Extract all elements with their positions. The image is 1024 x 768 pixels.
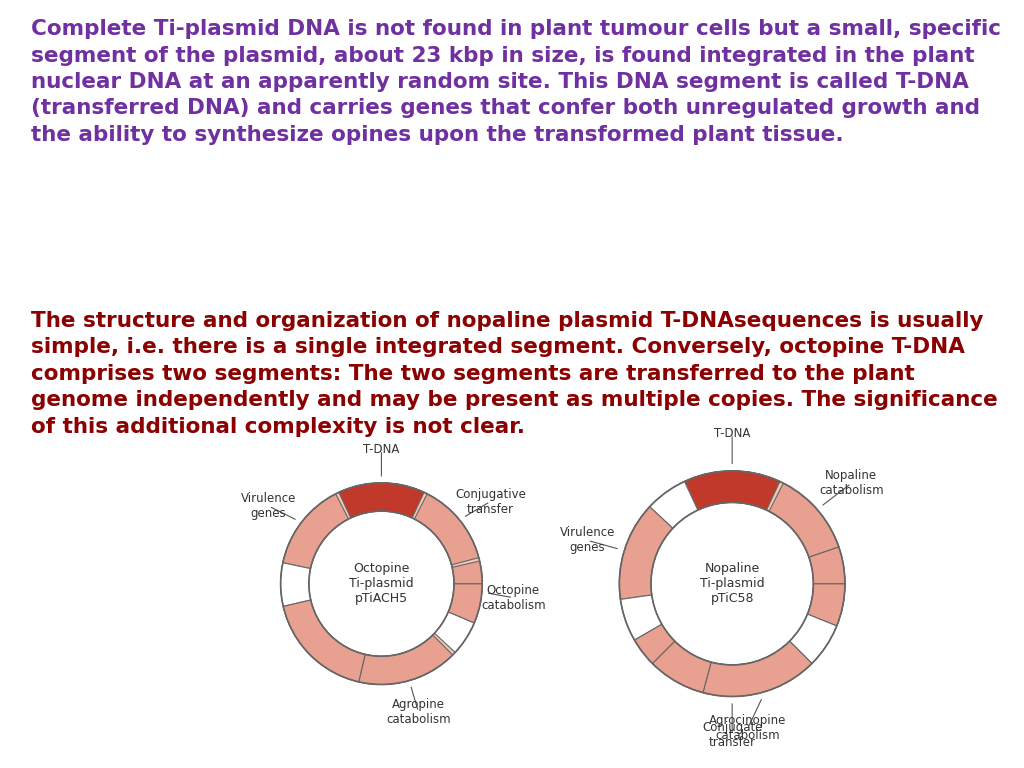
Text: Octopine
Ti-plasmid
pTiACH5: Octopine Ti-plasmid pTiACH5 bbox=[349, 562, 414, 605]
Wedge shape bbox=[415, 494, 479, 565]
Text: Virulence
genes: Virulence genes bbox=[560, 526, 615, 554]
Wedge shape bbox=[283, 494, 348, 568]
Text: Agropine
catabolism: Agropine catabolism bbox=[386, 698, 451, 726]
Text: Nopaline
catabolism: Nopaline catabolism bbox=[819, 469, 884, 497]
Text: Nopaline
Ti-plasmid
pTiC58: Nopaline Ti-plasmid pTiC58 bbox=[699, 562, 765, 605]
Wedge shape bbox=[652, 641, 711, 693]
Wedge shape bbox=[808, 584, 845, 626]
Text: T-DNA: T-DNA bbox=[714, 427, 751, 440]
Wedge shape bbox=[649, 482, 697, 528]
Wedge shape bbox=[621, 595, 662, 640]
Text: Conjugate
transfer: Conjugate transfer bbox=[701, 721, 763, 750]
Wedge shape bbox=[434, 612, 474, 653]
Text: The structure and organization of nopaline plasmid T-DNAsequences is usually
sim: The structure and organization of nopali… bbox=[31, 311, 997, 437]
Wedge shape bbox=[339, 483, 424, 518]
Wedge shape bbox=[284, 600, 366, 682]
Wedge shape bbox=[635, 624, 675, 664]
Text: Conjugative
transfer: Conjugative transfer bbox=[455, 488, 525, 515]
Wedge shape bbox=[620, 471, 845, 697]
Text: Octopine
catabolism: Octopine catabolism bbox=[481, 584, 546, 611]
Wedge shape bbox=[769, 483, 839, 558]
Wedge shape bbox=[684, 471, 780, 510]
Text: Complete Ti-plasmid DNA is not found in plant tumour cells but a small, specific: Complete Ti-plasmid DNA is not found in … bbox=[31, 19, 1000, 145]
Wedge shape bbox=[358, 635, 453, 684]
Wedge shape bbox=[809, 547, 845, 584]
Wedge shape bbox=[620, 507, 673, 599]
Text: Virulence
genes: Virulence genes bbox=[241, 492, 296, 520]
Text: T-DNA: T-DNA bbox=[364, 443, 399, 456]
Wedge shape bbox=[702, 641, 812, 697]
Wedge shape bbox=[453, 561, 482, 584]
Text: Agrocinopine
catabolism: Agrocinopine catabolism bbox=[710, 713, 786, 742]
Wedge shape bbox=[790, 614, 837, 664]
Wedge shape bbox=[281, 483, 482, 684]
Wedge shape bbox=[281, 563, 310, 607]
Wedge shape bbox=[449, 584, 482, 623]
